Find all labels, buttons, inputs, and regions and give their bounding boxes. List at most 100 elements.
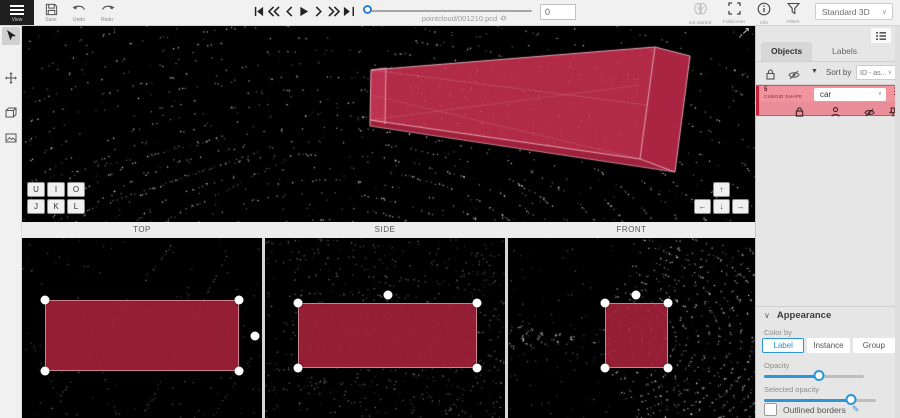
side-view-panel[interactable] — [265, 238, 505, 418]
move-icon — [5, 72, 17, 84]
frame-number-input[interactable] — [540, 4, 576, 20]
chevron-down-icon: ∨ — [887, 70, 892, 76]
arrow-right-button[interactable]: → — [732, 199, 749, 214]
fullscreen-button[interactable]: Fullscreen — [719, 2, 749, 25]
collapse-all-icon[interactable]: ▼ — [811, 68, 818, 75]
appearance-section-header[interactable]: ∨ Appearance — [764, 310, 832, 321]
tab-objects[interactable]: Objects — [761, 42, 813, 61]
bbox-side-view[interactable] — [298, 303, 477, 368]
fast-forward-button[interactable] — [327, 4, 340, 19]
chevron-down-icon: ∨ — [877, 91, 882, 97]
resize-handle[interactable] — [293, 363, 303, 373]
front-view-label: FRONT — [616, 225, 647, 234]
object-class-select[interactable]: car ∨ — [814, 88, 886, 101]
assign-user-icon[interactable] — [831, 104, 840, 122]
rotate-handle[interactable] — [383, 290, 393, 300]
bbox-front-view[interactable] — [605, 303, 668, 368]
info-icon — [757, 2, 771, 16]
resize-handle[interactable] — [600, 298, 610, 308]
key-j-button[interactable]: J — [27, 199, 45, 214]
key-o-button[interactable]: O — [67, 182, 85, 197]
rotate-handle[interactable] — [250, 331, 260, 341]
object-menu-button[interactable]: ⋮ — [890, 86, 899, 97]
undo-button[interactable]: Undo — [66, 2, 92, 24]
lock-object-icon[interactable] — [795, 104, 804, 122]
outlined-borders-checkbox[interactable] — [764, 403, 777, 416]
arrow-up-button[interactable]: ↑ — [713, 182, 730, 197]
resize-handle[interactable] — [472, 363, 482, 373]
object-list-item-selected[interactable]: 5 CUBOID SHAPE car ∨ ⋮ — [756, 85, 900, 117]
key-u-button[interactable]: U — [27, 182, 45, 197]
cuboid-tool-button[interactable] — [2, 103, 20, 121]
sort-order-select[interactable]: ID - as... ∨ — [856, 65, 896, 80]
resize-handle[interactable] — [293, 298, 303, 308]
skip-last-button[interactable] — [342, 4, 355, 19]
color-by-button-group: Label Instance Group — [762, 338, 895, 353]
playback-controls — [252, 4, 355, 19]
edit-pencil-icon[interactable]: ✎ — [851, 404, 860, 414]
lock-all-icon[interactable] — [766, 67, 775, 85]
key-i-button[interactable]: I — [47, 182, 65, 197]
image-icon — [5, 133, 17, 143]
resize-handle[interactable] — [472, 298, 482, 308]
fullscreen-icon — [727, 2, 741, 15]
bbox-top-view[interactable] — [45, 300, 239, 371]
color-by-label-button[interactable]: Label — [762, 338, 805, 353]
object-id: 5 — [764, 87, 768, 93]
save-button[interactable]: Save — [38, 2, 64, 24]
info-button[interactable]: Info — [751, 2, 777, 26]
resize-handle[interactable] — [40, 295, 50, 305]
resize-handle[interactable] — [663, 298, 673, 308]
key-l-button[interactable]: L — [67, 199, 85, 214]
skip-first-button[interactable] — [252, 4, 265, 19]
hide-all-icon[interactable] — [788, 67, 800, 85]
frame-seek-track[interactable] — [366, 10, 532, 12]
hide-object-icon[interactable] — [864, 104, 875, 122]
outlined-borders-label: Outlined borders — [783, 404, 846, 415]
image-overlay-tool-button[interactable] — [2, 129, 20, 147]
collapse-icon: ∨ — [764, 311, 770, 320]
arrow-left-button[interactable]: ← — [694, 199, 711, 214]
expand-view-icon[interactable]: ↗ — [741, 26, 750, 37]
panel-scrollbar[interactable] — [895, 25, 900, 418]
play-button[interactable] — [297, 4, 310, 19]
selected-opacity-slider[interactable] — [764, 394, 876, 406]
selected-opacity-slider-thumb[interactable] — [845, 394, 857, 405]
view-mode-select[interactable]: Standard 3D ∨ — [815, 3, 893, 20]
top-view-panel[interactable] — [22, 238, 262, 418]
panel-layout-button[interactable] — [871, 28, 891, 43]
pointcloud-canvas-main[interactable] — [22, 25, 755, 222]
redo-button[interactable]: Redo — [94, 2, 120, 24]
key-k-button[interactable]: K — [47, 199, 65, 214]
opacity-slider[interactable] — [764, 370, 864, 382]
link-icon[interactable] — [499, 14, 508, 22]
file-name-row: pointcloud/001210.pcd — [385, 14, 545, 23]
opacity-label: Opacity — [764, 361, 790, 370]
resize-handle[interactable] — [234, 295, 244, 305]
opacity-slider-thumb[interactable] — [813, 370, 825, 381]
frame-seek-thumb[interactable] — [363, 5, 372, 14]
filters-button[interactable]: Filters — [779, 2, 807, 25]
select-tool-button[interactable] — [2, 27, 20, 45]
resize-handle[interactable] — [40, 366, 50, 376]
main-3d-viewport[interactable]: ↗ ↗ U I O J K L ↑ ← ↓ → — [22, 25, 755, 222]
sort-by-label: Sort by — [826, 68, 852, 77]
front-view-panel[interactable] — [508, 238, 755, 418]
color-by-group-button[interactable]: Group — [852, 338, 895, 353]
rotate-handle[interactable] — [631, 290, 641, 300]
resize-handle[interactable] — [600, 363, 610, 373]
top-toolbar: View Save Undo Redo pointcloud/001210.pc… — [0, 0, 900, 26]
arrow-down-button[interactable]: ↓ — [713, 199, 730, 214]
objects-panel: Objects Labels ▼ Sort by ID - as... ∨ 5 … — [755, 25, 900, 418]
previous-frame-button[interactable] — [282, 4, 295, 19]
save-icon — [45, 3, 57, 16]
fast-rewind-button[interactable] — [267, 4, 280, 19]
next-frame-button[interactable] — [312, 4, 325, 19]
color-by-instance-button[interactable]: Instance — [807, 338, 850, 353]
tab-labels[interactable]: Labels — [832, 46, 858, 56]
resize-handle[interactable] — [234, 366, 244, 376]
resize-handle[interactable] — [663, 363, 673, 373]
main-menu-button[interactable]: View — [0, 0, 34, 25]
list-icon — [876, 31, 886, 40]
pan-tool-button[interactable] — [2, 69, 20, 87]
